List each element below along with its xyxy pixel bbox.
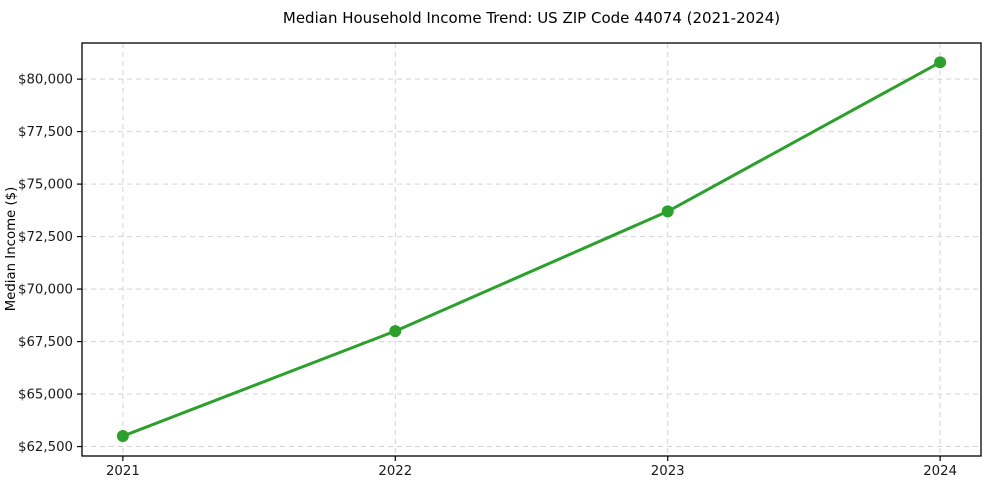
x-tick-label: 2022 [378, 464, 412, 479]
y-tick-label: $67,500 [18, 335, 73, 350]
x-tick-label: 2023 [651, 464, 685, 479]
y-tick-label: $77,500 [18, 125, 73, 140]
data-point-marker [389, 325, 402, 338]
y-tick-label: $65,000 [18, 387, 73, 402]
y-tick-label: $75,000 [18, 177, 73, 192]
data-point-marker [661, 205, 674, 218]
y-tick-label: $70,000 [18, 282, 73, 297]
y-tick-label: $72,500 [18, 230, 73, 245]
data-point-marker [116, 430, 129, 443]
plot-frame [81, 42, 982, 457]
x-tick-label: 2024 [923, 464, 957, 479]
data-point-marker [934, 56, 947, 69]
x-tick-label: 2021 [106, 464, 140, 479]
data-line [121, 60, 942, 438]
y-tick-label: $62,500 [18, 440, 73, 455]
y-tick-label: $80,000 [18, 73, 73, 88]
chart-title: Median Household Income Trend: US ZIP Co… [282, 9, 781, 27]
